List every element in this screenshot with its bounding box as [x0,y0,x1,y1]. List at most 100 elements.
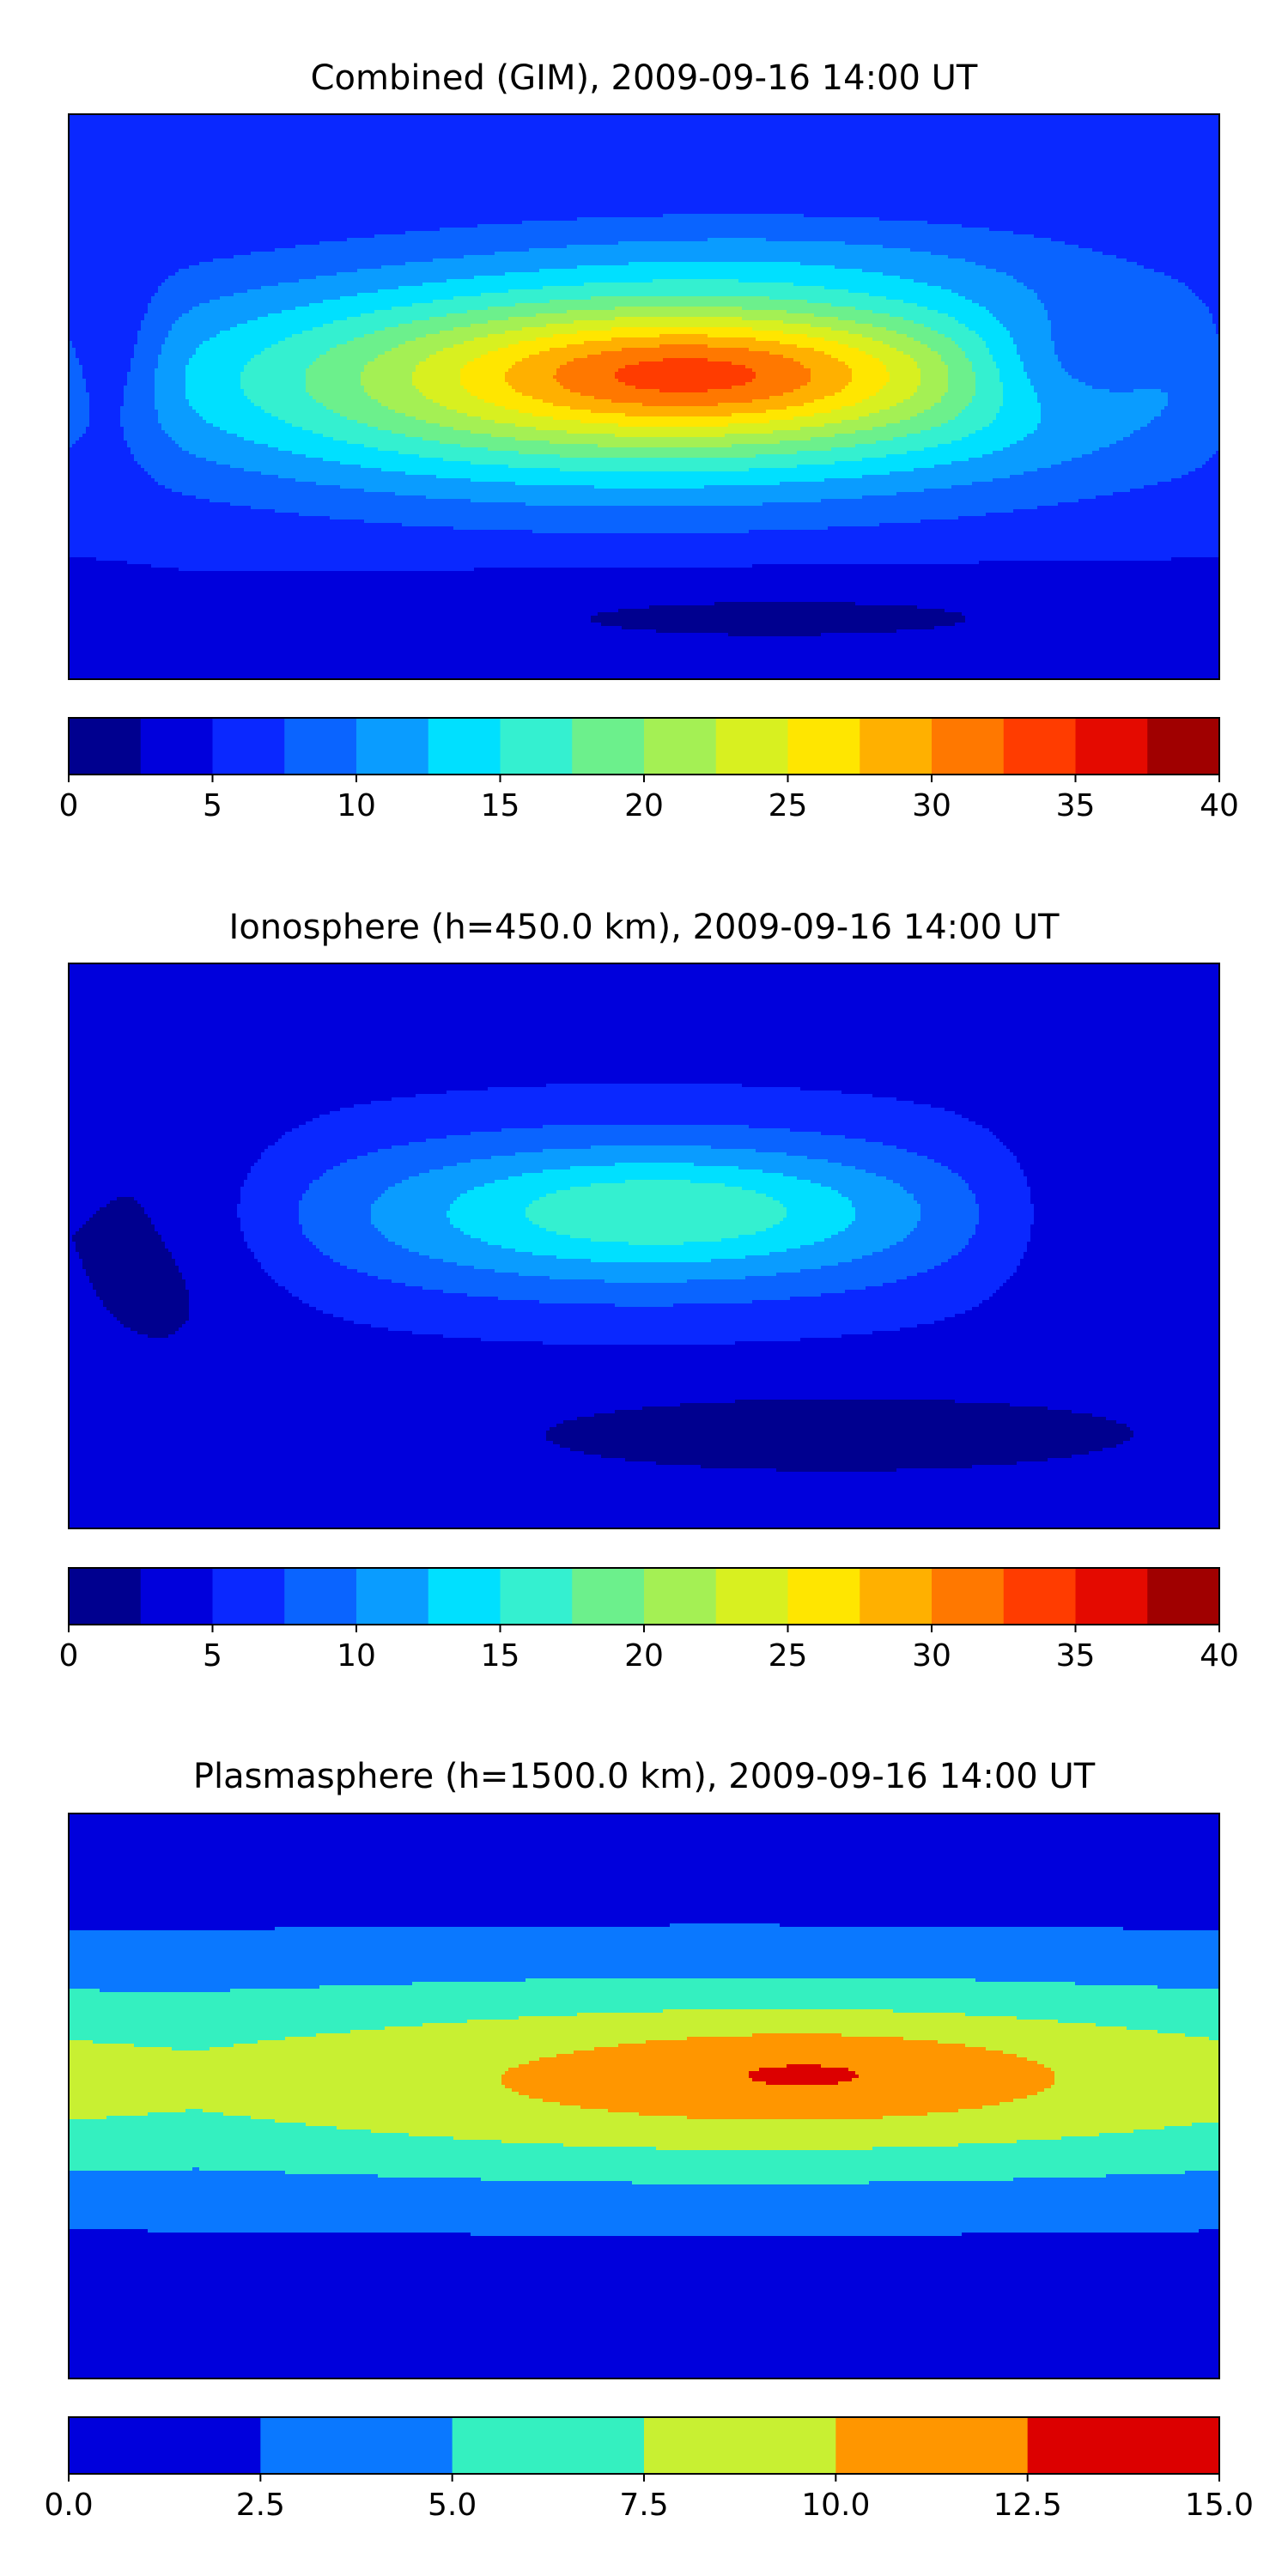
field-cell [920,375,949,380]
field-cell [237,1204,300,1208]
field-cell [969,327,1007,331]
colorbar-segment [860,718,933,775]
field-cell [79,1252,173,1256]
field-cell [69,1437,547,1442]
field-cell [570,1166,739,1170]
field-cell [776,1468,897,1473]
field-cell [447,406,506,410]
field-cell [69,653,1219,658]
field-cell [100,1207,145,1212]
field-cell [69,585,1219,589]
field-cell [769,296,887,301]
field-cell [986,307,1045,311]
field-cell [175,272,337,276]
field-cell [512,365,561,369]
field-cell [886,327,932,331]
field-cell [848,2068,1052,2072]
field-cell [158,355,193,359]
field-cell [1037,399,1169,404]
field-cell [539,1300,753,1304]
field-cell [1096,495,1219,500]
field-cell [69,1862,1219,1866]
field-cell [711,1259,853,1263]
field-cell [69,131,1219,136]
field-cell [69,1029,1219,1033]
field-cell [79,437,125,441]
field-cell [69,1475,1219,1479]
field-cell [69,2071,506,2075]
field-cell [1065,241,1219,246]
field-cell [1020,1163,1219,1167]
field-cell [831,1235,908,1239]
field-cell [570,389,660,393]
field-cell [989,423,1038,428]
field-cell [395,410,458,414]
field-cell [993,451,1093,455]
field-cell [364,365,416,369]
field-cell [69,2301,1219,2306]
colorbar-tick-label: 35 [1056,1638,1096,1674]
field-cell [1003,386,1035,390]
field-cell [69,1231,76,1236]
field-cell [69,1448,571,1452]
field-cell [1144,265,1219,270]
field-cell [756,337,825,342]
field-cell [69,650,1219,654]
field-cell [82,1224,155,1229]
field-cell [951,289,1035,294]
field-cell [969,1238,1031,1242]
field-cell [357,293,482,297]
field-cell [292,1128,502,1133]
field-cell [793,283,928,287]
field-cell [371,1324,918,1328]
field-cell [371,1218,451,1222]
field-cell [872,427,932,431]
field-cell [69,2167,193,2172]
field-cell [144,468,245,472]
field-cell [69,1183,245,1188]
field-cell [69,217,578,222]
field-cell [1051,238,1219,242]
field-cell [945,361,973,366]
field-cell [69,1820,1219,1825]
field-cell [1182,475,1219,479]
field-cell [69,1228,80,1232]
field-cell [275,2119,1219,2123]
field-cell [979,561,1219,565]
field-cell [381,1231,465,1236]
field-cell [69,1937,1219,1941]
field-cell [447,1091,842,1095]
field-cell [264,348,331,352]
field-cell [295,245,568,249]
field-cell [1051,2068,1219,2072]
field-cell [340,461,471,465]
field-cell [1171,478,1219,483]
field-cell [920,1207,980,1212]
field-cell [780,1923,1219,1928]
field-cell [800,1338,1219,1342]
field-cell [69,1814,1219,1818]
field-cell [185,392,245,397]
field-cell [76,1245,166,1249]
field-cell [1216,451,1219,455]
field-cell [601,1455,1072,1459]
field-cell [151,475,279,479]
field-cell [69,368,83,373]
field-cell [323,403,382,407]
field-cell [962,410,1000,414]
field-cell [313,1242,396,1246]
field-cell [872,1331,1219,1335]
field-cell [69,578,1219,582]
field-cell [409,1249,516,1253]
field-cell [1037,293,1196,297]
field-cell [920,1214,980,1218]
field-cell [69,1992,1219,1996]
field-cell [1157,482,1219,486]
field-cell [340,296,454,301]
field-cell [323,1173,420,1177]
field-cell [69,2057,540,2062]
field-cell [330,516,959,520]
field-cell [766,238,1052,242]
field-cell [955,317,997,321]
field-cell [1116,255,1219,259]
